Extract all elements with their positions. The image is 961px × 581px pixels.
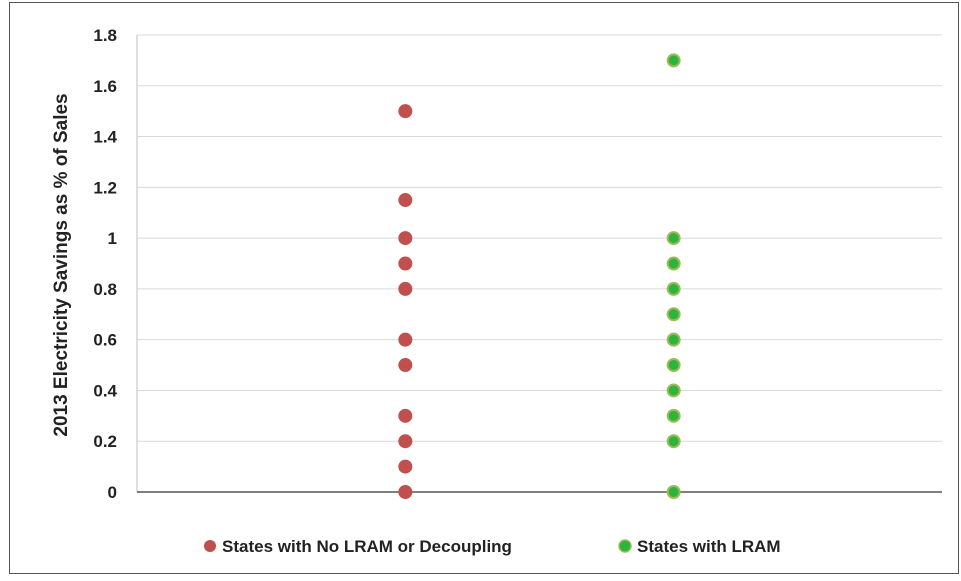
- data-point: [398, 408, 413, 423]
- data-point: [666, 383, 681, 398]
- y-tick-label: 1.6: [93, 77, 117, 96]
- data-point: [398, 256, 413, 271]
- data-point: [666, 434, 681, 449]
- legend: States with No LRAM or Decoupling States…: [204, 537, 781, 556]
- data-point: [666, 307, 681, 322]
- y-tick-label: 0.4: [93, 381, 117, 400]
- legend-marker-no-lram: [204, 540, 216, 552]
- data-point: [398, 485, 413, 499]
- y-tick-label: 1.2: [93, 178, 117, 197]
- axes: [136, 35, 942, 493]
- y-tick-labels: 0 0.2 0.4 0.6 0.8 1 1.2 1.4 1.6 1.8: [93, 26, 117, 502]
- data-point: [666, 358, 681, 373]
- legend-label-no-lram: States with No LRAM or Decoupling: [222, 537, 512, 556]
- legend-marker-lram: [618, 539, 632, 553]
- data-point: [666, 408, 681, 423]
- data-point: [398, 281, 413, 296]
- y-tick-label: 0: [108, 483, 117, 502]
- chart-frame: [9, 2, 959, 574]
- data-point: [666, 332, 681, 347]
- data-point: [398, 459, 413, 474]
- data-point: [398, 231, 413, 246]
- data-point: [398, 104, 413, 119]
- legend-label-lram: States with LRAM: [637, 537, 781, 556]
- y-tick-label: 0.6: [93, 331, 117, 350]
- y-tick-label: 1.8: [93, 26, 117, 45]
- data-point: [666, 485, 681, 499]
- y-tick-label: 1: [108, 229, 117, 248]
- data-points: [398, 53, 681, 499]
- data-point: [398, 434, 413, 449]
- y-tick-label: 0.8: [93, 280, 117, 299]
- data-point: [666, 256, 681, 271]
- y-axis-label: 2013 Electricity Savings as % of Sales: [51, 93, 72, 436]
- data-point: [666, 53, 681, 68]
- y-tick-label: 1.4: [93, 128, 117, 147]
- data-point: [398, 332, 413, 347]
- data-point: [398, 358, 413, 373]
- data-point: [666, 231, 681, 246]
- data-point: [666, 281, 681, 296]
- y-tick-label: 0.2: [93, 432, 117, 451]
- gridlines: [137, 34, 942, 442]
- data-point: [398, 193, 413, 208]
